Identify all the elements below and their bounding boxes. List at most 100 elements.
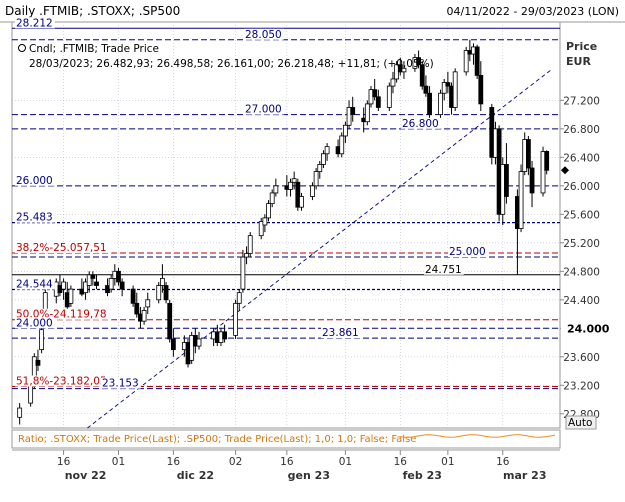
candle xyxy=(262,214,268,233)
candle-body xyxy=(504,164,509,197)
chart-title: Daily .FTMIB; .STOXX; .SP500 xyxy=(5,4,180,18)
candle-body xyxy=(196,338,202,347)
candle-body xyxy=(310,185,315,197)
candle xyxy=(134,292,140,318)
level-label-bg xyxy=(244,28,284,40)
x-tick-label: 16 xyxy=(496,456,510,468)
candle-body xyxy=(189,335,195,361)
candle xyxy=(141,306,147,325)
candle-body xyxy=(134,302,140,315)
candle xyxy=(321,150,326,169)
candle xyxy=(540,146,546,197)
current-price-marker: 24.000 xyxy=(561,166,610,335)
candle-body xyxy=(269,192,275,205)
ratio-panel[interactable] xyxy=(11,429,561,449)
candle xyxy=(313,168,319,190)
candle xyxy=(463,46,469,76)
x-tick-label: 01 xyxy=(112,456,125,468)
candle-body xyxy=(39,329,45,351)
candle-body xyxy=(544,151,550,171)
x-month-label: dic 22 xyxy=(177,469,214,482)
candle xyxy=(240,249,246,293)
candle xyxy=(83,278,88,300)
trendline[interactable] xyxy=(81,70,551,433)
y-tick-label: 23.600 xyxy=(563,352,600,364)
candle xyxy=(233,299,238,339)
level-label-bg xyxy=(15,278,55,290)
x-tick-label: 16 xyxy=(280,456,294,468)
candle-body xyxy=(364,103,370,123)
y-tick-label: 24.400 xyxy=(563,295,600,307)
candle xyxy=(474,44,480,79)
series-info-line1: Cndl; .FTMIB; Trade Price xyxy=(29,43,159,55)
x-month-label: gen 23 xyxy=(288,469,330,482)
candle xyxy=(390,71,396,94)
candle xyxy=(86,271,92,293)
candle xyxy=(441,78,447,101)
candle-body xyxy=(170,338,176,351)
candle xyxy=(438,89,443,119)
candle-body xyxy=(346,107,352,126)
x-tick-label: 16 xyxy=(167,456,181,468)
last-price-diamond-icon xyxy=(561,166,569,175)
series-info-line2: 28/03/2023; 26.482,93; 26.498,58; 26.161… xyxy=(29,58,434,70)
candle-body xyxy=(240,256,246,290)
candle-body xyxy=(350,107,356,115)
candle-body xyxy=(342,124,348,137)
candle-body xyxy=(35,359,41,366)
level-label-bg xyxy=(15,211,55,223)
current-price-box xyxy=(561,322,607,335)
candle-body xyxy=(390,78,396,87)
x-month-label: mar 23 xyxy=(503,469,546,482)
level-label: 38,2%-25.057,51 xyxy=(16,242,107,254)
level-label-bg xyxy=(321,327,361,339)
candle-body xyxy=(518,171,524,229)
candle-body xyxy=(321,153,326,165)
candle-body xyxy=(401,67,407,73)
level-labels: 28.212 28.050 27.000 26.800 26.000 25.483 38,2… xyxy=(15,17,488,390)
candle xyxy=(94,274,99,290)
candle-body xyxy=(313,171,319,187)
trend-line[interactable] xyxy=(81,70,551,433)
level-label-bg xyxy=(15,375,112,387)
candle xyxy=(478,61,484,112)
level-label: 23.861 xyxy=(322,327,359,339)
y-tick-label: 27.200 xyxy=(563,95,600,107)
candle xyxy=(269,189,275,208)
candle xyxy=(156,281,162,304)
candle xyxy=(342,121,348,144)
level-label: 28.050 xyxy=(245,29,282,41)
candle-body xyxy=(324,146,330,155)
candle xyxy=(167,299,173,343)
candle-body xyxy=(266,203,271,219)
candle xyxy=(317,160,323,179)
candle-body xyxy=(145,299,151,308)
x-month-label: nov 22 xyxy=(65,469,107,482)
candle-body xyxy=(299,196,304,208)
candle xyxy=(222,324,228,343)
level-label-bg xyxy=(15,241,112,253)
candle xyxy=(416,50,421,69)
level-label-bg xyxy=(15,17,55,29)
auto-button[interactable] xyxy=(565,415,597,430)
candle xyxy=(116,267,121,286)
candle xyxy=(419,61,425,90)
candle xyxy=(288,178,293,197)
candle xyxy=(299,192,304,211)
candle-body xyxy=(163,285,169,301)
candle xyxy=(258,217,264,240)
candle-body xyxy=(423,85,429,94)
candle xyxy=(145,292,151,315)
candle-body xyxy=(68,288,74,304)
level-label: 25.000 xyxy=(449,246,486,258)
candle-body xyxy=(529,167,535,194)
candle xyxy=(423,75,429,97)
candle-body xyxy=(116,270,121,283)
candle-body xyxy=(441,82,447,94)
plot-area[interactable] xyxy=(11,21,561,429)
candle-body xyxy=(419,64,425,87)
candle-body xyxy=(291,178,297,183)
candle-body xyxy=(247,235,253,254)
